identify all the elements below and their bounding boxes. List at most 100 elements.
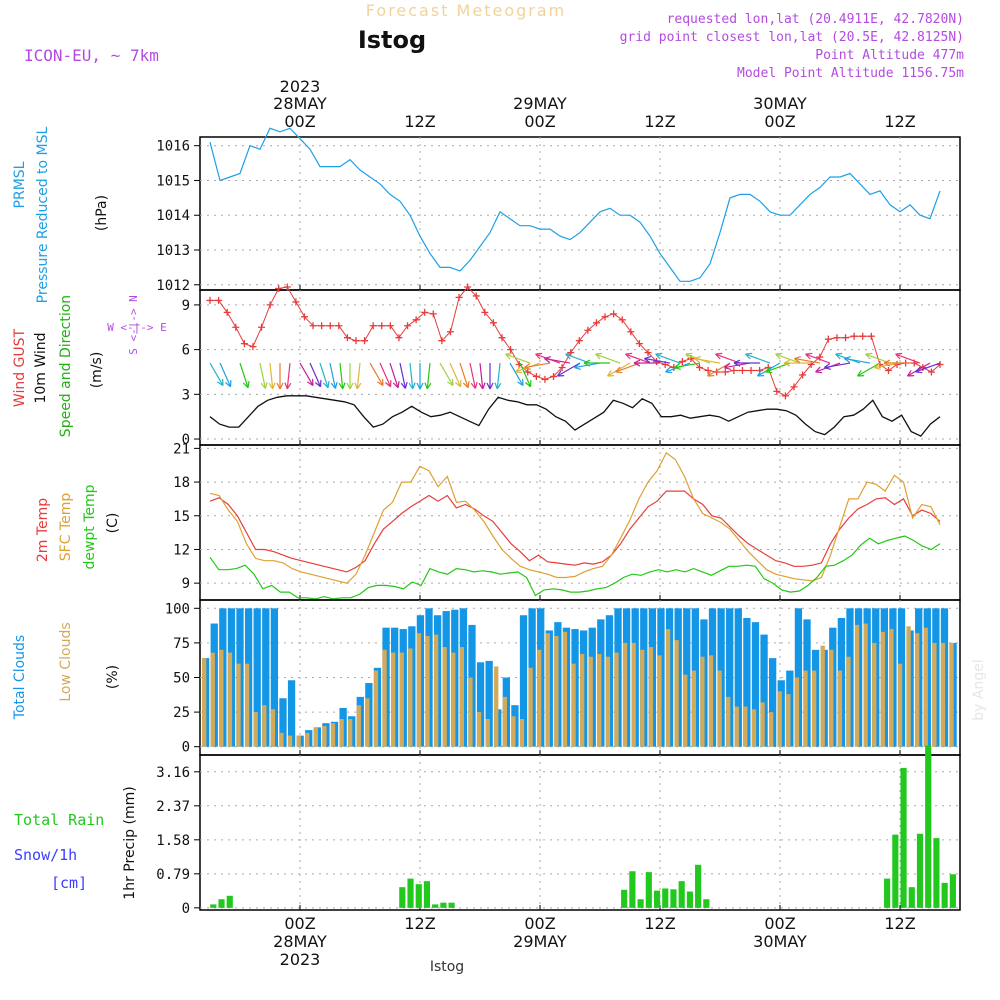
rain-frame [199, 754, 961, 911]
low-cloud-bar [476, 712, 482, 747]
arrow-shaft [644, 357, 671, 364]
footer-station: Istog [430, 959, 464, 975]
low-cloud-bar [726, 696, 731, 747]
low-cloud-bar [734, 706, 739, 747]
arrow-shaft [509, 362, 524, 386]
bottom-axis-label: 29MAY [513, 932, 567, 951]
total-cloud-bar [485, 660, 493, 747]
wind-ytick-label: 0 [182, 432, 190, 448]
rain-bar [933, 838, 940, 908]
arrow-shaft [399, 362, 406, 389]
arrow-shaft [655, 353, 681, 364]
low-cloud-bar [622, 642, 628, 747]
rain-bar [440, 902, 447, 908]
arrow-head [565, 352, 573, 360]
gust-marker [850, 332, 858, 340]
rain-bar [432, 904, 439, 908]
arrow-head [665, 366, 673, 374]
arrow-head [346, 382, 354, 390]
gust-marker [859, 332, 867, 340]
wind-direction-arrow [259, 362, 268, 389]
arrow-head [392, 381, 400, 389]
low-cloud-bar [391, 652, 396, 747]
arrow-head [633, 359, 641, 367]
bottom-axis-label: 00Z [764, 914, 795, 933]
gust-marker [386, 322, 394, 330]
arrow-head [783, 359, 791, 367]
low-cloud-bar [442, 647, 447, 747]
gust-marker [464, 283, 472, 291]
station-title: Istog [358, 26, 426, 54]
wind-frame [199, 289, 961, 446]
chart-panels: 1012101310141015101603699121518210255075… [156, 127, 961, 917]
arrow-head [824, 363, 831, 371]
arrow-head [745, 352, 753, 360]
gust-marker [395, 334, 403, 342]
total-cloud-bar [769, 658, 777, 747]
arrow-shaft [824, 362, 851, 369]
wind-unit: (m/s) [89, 352, 105, 389]
wind-direction-arrow [756, 362, 781, 377]
rain-bar [653, 890, 661, 908]
arrow-shaft [844, 357, 871, 364]
dewpt-label: dewpt Temp [82, 484, 98, 569]
gust-marker [601, 313, 609, 321]
low-cloud-bar [296, 735, 301, 747]
arrow-head [400, 381, 408, 389]
arrow-shaft [439, 362, 454, 386]
compass-we: W <-|-> E [107, 321, 167, 334]
low-cloud-bar [433, 634, 439, 747]
gust-marker [627, 328, 635, 336]
wind10-line [209, 395, 941, 437]
gust-marker [378, 322, 386, 330]
arrow-head [883, 359, 891, 367]
clouds-panel-labels: Total Clouds Low Clouds (%) [12, 622, 121, 720]
arrow-shaft [496, 362, 501, 389]
arrow-shaft [286, 362, 291, 389]
top-axis-label: 12Z [404, 112, 435, 131]
pressure-ytick-label: 1013 [156, 243, 190, 259]
requested-lonlat: requested lon,lat (20.4911E, 42.7820N) [667, 12, 964, 27]
arrow-head [874, 363, 881, 371]
arrow-shaft [607, 362, 631, 377]
rain-bar [916, 833, 924, 908]
arrow-shaft [794, 357, 821, 364]
arrow-head [416, 382, 424, 390]
gust-marker [515, 361, 523, 369]
low-cloud-bar [760, 702, 765, 747]
point-altitude: Point Altitude 477m [815, 48, 964, 63]
arrow-head [517, 378, 524, 387]
temp-ytick-label: 21 [173, 441, 190, 457]
gust-marker [275, 285, 283, 293]
low-cloud-bar [777, 691, 782, 747]
arrow-head [856, 370, 865, 377]
low-cloud-bar [648, 647, 654, 747]
arrow-shaft [209, 362, 224, 386]
wind-direction-arrow [459, 362, 470, 389]
pressure-panel-labels: PRMSL Pressure Reduced to MSL (hPa) [12, 126, 110, 303]
total-cloud-bar [519, 615, 528, 747]
wind-direction-arrow [505, 352, 531, 364]
low-cloud-bar [674, 640, 679, 747]
arrow-head [377, 378, 384, 387]
low-cloud-bar [751, 709, 757, 747]
arrow-head [706, 370, 715, 377]
arrow-shaft [409, 362, 414, 389]
low-cloud-bar [803, 670, 808, 747]
arrow-head [242, 381, 250, 389]
arrow-head [462, 381, 470, 389]
total-cloud-bar [262, 608, 270, 747]
rain-bar [670, 889, 677, 908]
rain-ytick-label: 3.16 [156, 765, 190, 781]
wind-direction-arrow [439, 362, 454, 387]
low-cloud-bar [382, 649, 387, 747]
arrow-shaft [775, 353, 801, 364]
arrow-shaft [805, 353, 831, 364]
gust-marker [215, 296, 223, 304]
model-point-altitude: Model Point Altitude 1156.75m [737, 66, 964, 81]
rain-ytick-label: 2.37 [156, 799, 190, 815]
wind-direction-arrow [424, 362, 432, 390]
gust-marker [481, 308, 489, 316]
